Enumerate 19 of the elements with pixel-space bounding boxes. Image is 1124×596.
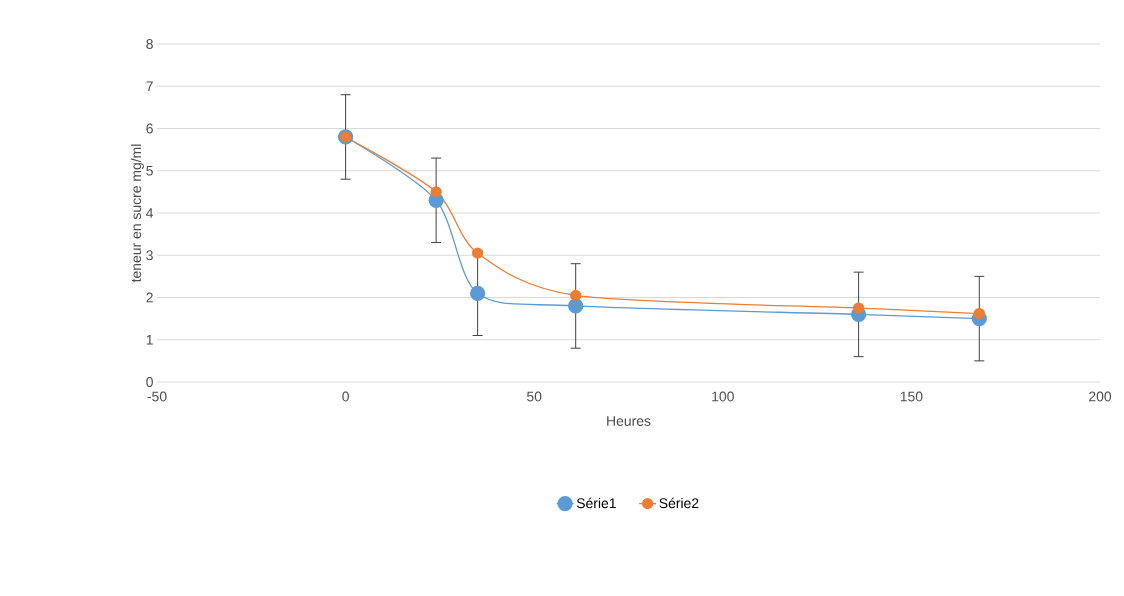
x-tick-label: 0 [342,391,349,402]
y-tick-label: 8 [146,39,153,49]
y-tick-label: 5 [146,165,153,176]
x-axis-title: Heures [607,416,651,426]
y-tick-label: 0 [146,377,153,387]
x-tick-label: 150 [900,391,923,402]
y-axis-title: teneur en sucre mg/ml [130,144,144,283]
x-tick-label: -50 [147,391,167,402]
x-tick-label: 50 [527,391,542,402]
y-tick-label: 2 [146,292,153,303]
y-tick-label: 7 [146,81,153,92]
y-tick-label: 6 [146,123,153,134]
y-tick-label: 1 [146,334,153,345]
y-tick-label: 3 [146,250,153,261]
legend-label: Série2 [659,497,699,509]
legend-label: Série1 [576,497,616,509]
x-tick-label: 200 [1089,391,1112,402]
y-tick-label: 4 [146,208,154,218]
x-tick-label: 100 [712,391,734,402]
